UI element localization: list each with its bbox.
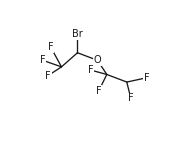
Text: O: O — [94, 55, 101, 65]
Text: Br: Br — [72, 29, 83, 39]
Text: F: F — [45, 70, 51, 81]
Text: F: F — [88, 65, 94, 75]
Text: F: F — [144, 73, 150, 83]
Text: F: F — [128, 93, 134, 103]
Text: F: F — [96, 86, 102, 96]
Text: F: F — [40, 55, 46, 65]
Text: F: F — [48, 42, 54, 52]
